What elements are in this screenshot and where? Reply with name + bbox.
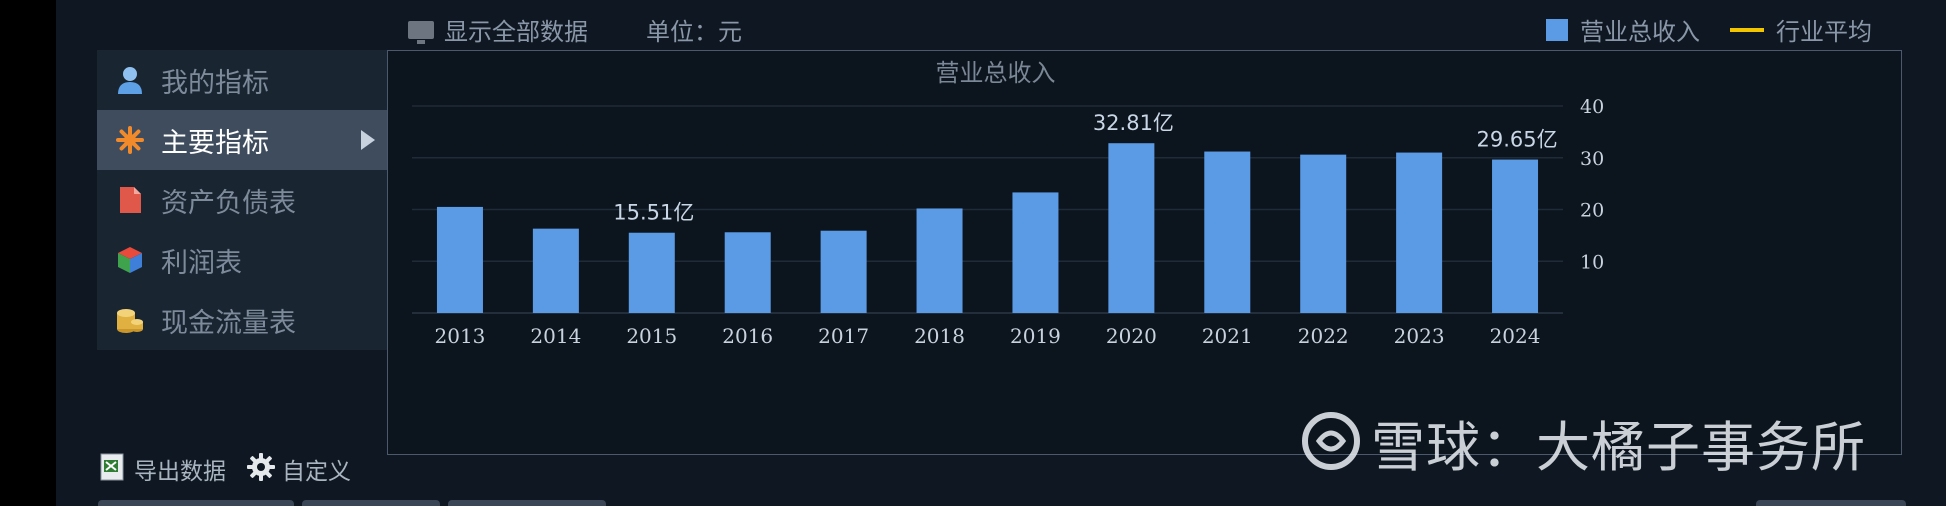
cube-icon xyxy=(115,245,145,275)
bottom-tab-2[interactable] xyxy=(302,500,440,506)
sidebar-item-income-statement[interactable]: 利润表 xyxy=(97,230,387,290)
customize-label: 自定义 xyxy=(282,459,351,485)
spreadsheet-export-icon xyxy=(98,452,128,486)
sidebar: 我的指标 主要指标 资产负债表 利润表 现金流量表 xyxy=(97,50,387,350)
bar-2018 xyxy=(916,208,963,313)
x-tick-label: 2018 xyxy=(914,324,965,348)
unit-label-wrap: 单位：元 xyxy=(646,12,742,47)
x-tick-label: 2019 xyxy=(1010,324,1061,348)
show-all-data-label: 显示全部数据 xyxy=(444,18,588,46)
gear-icon xyxy=(246,452,276,486)
sidebar-item-label: 我的指标 xyxy=(161,67,269,99)
export-data-button[interactable]: 导出数据 xyxy=(98,452,226,486)
sidebar-item-cash-flow[interactable]: 现金流量表 xyxy=(97,290,387,350)
bar-2017 xyxy=(820,230,867,313)
y-tick-label: 40 xyxy=(1580,96,1604,118)
revenue-chart-svg: 营业总收入 10 20 30 40 2013 2014 2015 15.51亿 2016 2017 2… xyxy=(412,59,1604,348)
bar-2024 xyxy=(1492,159,1539,313)
legend-label-revenue[interactable]: 营业总收入 xyxy=(1580,18,1700,46)
bottom-tab-1[interactable] xyxy=(98,500,294,506)
x-tick-label: 2020 xyxy=(1106,324,1157,348)
chart-toolbar: 显示全部数据 单位：元 营业总收入 行业平均 xyxy=(56,6,1946,46)
star-burst-icon xyxy=(115,125,145,155)
bar-2013 xyxy=(436,206,483,313)
y-tick-label: 30 xyxy=(1580,148,1604,170)
coins-icon xyxy=(115,305,145,335)
bar-2021 xyxy=(1204,151,1251,313)
bar-2016 xyxy=(724,232,771,313)
data-label-2020: 32.81亿 xyxy=(1093,111,1174,135)
bottom-tab-4[interactable] xyxy=(1756,500,1906,506)
customize-button[interactable]: 自定义 xyxy=(246,452,351,486)
chart-tools: 导出数据 自定义 xyxy=(98,452,351,486)
x-tick-label: 2023 xyxy=(1394,324,1445,348)
x-tick-label: 2022 xyxy=(1298,324,1349,348)
data-label-2024: 29.65亿 xyxy=(1476,128,1557,152)
caret-right-icon xyxy=(361,130,375,150)
watermark: 雪球：大橘子事务所 xyxy=(1301,403,1866,482)
monitor-icon xyxy=(408,20,434,44)
x-tick-label: 2016 xyxy=(722,324,773,348)
xueqiu-logo-icon xyxy=(1301,411,1361,475)
legend-swatch-revenue xyxy=(1546,18,1568,41)
sidebar-item-my-indicators[interactable]: 我的指标 xyxy=(97,50,387,110)
finance-panel: 显示全部数据 单位：元 营业总收入 行业平均 我的指标 主要指标 xyxy=(56,0,1946,506)
sidebar-item-label: 现金流量表 xyxy=(161,307,296,339)
bar-2015 xyxy=(628,232,675,313)
bottom-tab-3[interactable] xyxy=(448,500,606,506)
user-icon xyxy=(115,65,145,95)
watermark-text: 雪球：大橘子事务所 xyxy=(1371,416,1866,479)
sidebar-item-label: 主要指标 xyxy=(161,127,269,159)
x-tick-label: 2021 xyxy=(1202,324,1253,348)
legend-label-industry-average[interactable]: 行业平均 xyxy=(1776,18,1872,46)
show-all-data-toggle[interactable]: 显示全部数据 xyxy=(408,12,588,47)
bar-2019 xyxy=(1012,192,1059,313)
export-data-label: 导出数据 xyxy=(134,459,226,485)
data-label-2015: 15.51亿 xyxy=(613,201,694,225)
x-tick-label: 2013 xyxy=(435,324,486,348)
bar-2022 xyxy=(1300,154,1347,313)
x-tick-label: 2014 xyxy=(530,324,581,348)
x-tick-label: 2015 xyxy=(626,324,677,348)
y-tick-label: 20 xyxy=(1580,200,1604,222)
sidebar-item-main-indicators[interactable]: 主要指标 xyxy=(97,110,387,170)
sidebar-item-label: 资产负债表 xyxy=(161,187,296,219)
revenue-chart: 营业总收入 10 20 30 40 2013 2014 2015 15.51亿 2016 2017 2… xyxy=(387,50,1902,455)
x-tick-label: 2024 xyxy=(1490,324,1541,348)
chart-title: 营业总收入 xyxy=(936,59,1056,87)
document-icon xyxy=(115,185,145,215)
chart-legend: 营业总收入 行业平均 xyxy=(1546,12,1872,47)
unit-label: 单位：元 xyxy=(646,18,742,46)
bar-2014 xyxy=(532,228,579,313)
y-tick-label: 10 xyxy=(1580,251,1604,273)
bar-2020 xyxy=(1108,143,1155,313)
bar-2023 xyxy=(1396,152,1443,313)
sidebar-item-label: 利润表 xyxy=(161,247,242,279)
sidebar-item-balance-sheet[interactable]: 资产负债表 xyxy=(97,170,387,230)
x-tick-label: 2017 xyxy=(818,324,869,348)
legend-line-industry-average xyxy=(1730,27,1764,32)
